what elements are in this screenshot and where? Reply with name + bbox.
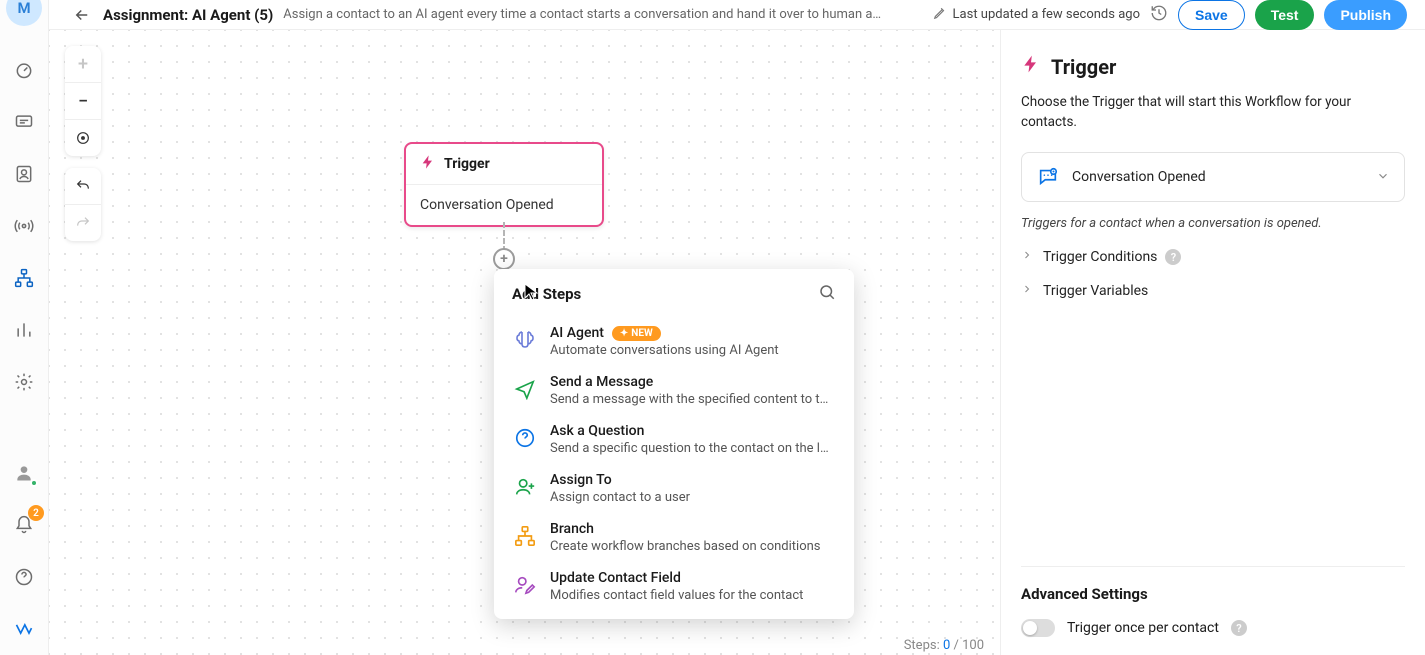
redo-button[interactable] — [65, 205, 101, 241]
advanced-settings-title: Advanced Settings — [1021, 566, 1405, 603]
trigger-node-body: Conversation Opened — [406, 185, 602, 225]
steps-list: AI Agent ✦ NEW Automate conversations us… — [494, 313, 854, 619]
edit-icon[interactable] — [933, 6, 947, 24]
steps-counter: Steps: 0 / 100 — [904, 638, 984, 653]
step-item-update-contact[interactable]: Update Contact Field Modifies contact fi… — [500, 562, 848, 611]
back-button[interactable] — [71, 4, 93, 26]
chevron-down-icon — [1376, 168, 1390, 187]
step-desc: Modifies contact field values for the co… — [550, 588, 836, 603]
notification-badge: 2 — [28, 505, 44, 521]
trigger-variables-row[interactable]: Trigger Variables — [1021, 283, 1405, 299]
left-nav-rail: M 2 — [0, 0, 49, 655]
step-title: Branch — [550, 521, 836, 537]
add-steps-title: Add Steps — [512, 285, 581, 303]
trigger-select-label: Conversation Opened — [1072, 169, 1364, 185]
workflow-title: Assignment: AI Agent (5) — [103, 6, 273, 24]
step-desc: Create workflow branches based on condit… — [550, 539, 836, 554]
chevron-right-icon — [1021, 249, 1035, 265]
trigger-once-toggle[interactable] — [1021, 619, 1055, 637]
step-title: Update Contact Field — [550, 570, 836, 586]
undo-button[interactable] — [65, 168, 101, 204]
conversation-icon — [1036, 165, 1060, 189]
step-title: Assign To — [550, 472, 836, 488]
trigger-once-row: Trigger once per contact ? — [1021, 619, 1405, 655]
user-presence-icon[interactable] — [12, 461, 36, 485]
reports-icon[interactable] — [12, 318, 36, 342]
brain-icon — [512, 327, 538, 353]
step-item-send-message[interactable]: Send a Message Send a message with the s… — [500, 366, 848, 415]
send-icon — [512, 376, 538, 402]
search-icon[interactable] — [818, 283, 836, 305]
step-title: Ask a Question — [550, 423, 836, 439]
question-icon — [512, 425, 538, 451]
test-button[interactable]: Test — [1255, 0, 1315, 30]
fit-view-button[interactable] — [65, 120, 101, 156]
step-desc: Send a message with the specified conten… — [550, 392, 836, 407]
dashboard-icon[interactable] — [12, 58, 36, 82]
step-item-ai-agent[interactable]: AI Agent ✦ NEW Automate conversations us… — [500, 317, 848, 366]
help-badge[interactable]: ? — [1231, 620, 1247, 636]
trigger-note: Triggers for a contact when a conversati… — [1021, 216, 1405, 231]
right-panel: Trigger Choose the Trigger that will sta… — [1000, 30, 1425, 655]
step-item-ask-question[interactable]: Ask a Question Send a specific question … — [500, 415, 848, 464]
step-title: AI Agent — [550, 325, 604, 341]
history-icon[interactable] — [1150, 4, 1168, 26]
presence-dot — [30, 479, 38, 487]
zoom-out-button[interactable]: − — [65, 83, 101, 119]
assign-icon — [512, 474, 538, 500]
panel-subtitle: Choose the Trigger that will start this … — [1021, 93, 1405, 132]
brand-mark-icon[interactable] — [12, 617, 36, 641]
bolt-icon — [420, 154, 436, 174]
step-desc: Automate conversations using AI Agent — [550, 343, 836, 358]
last-updated-label: Last updated a few seconds ago — [933, 6, 1140, 24]
step-desc: Send a specific question to the contact … — [550, 441, 836, 456]
branch-icon — [512, 523, 538, 549]
contacts-icon[interactable] — [12, 162, 36, 186]
add-steps-popover: Add Steps AI Agent ✦ NEW Automate conver… — [494, 269, 854, 619]
panel-title: Trigger — [1021, 54, 1405, 79]
trigger-node-header: Trigger — [406, 144, 602, 185]
settings-icon[interactable] — [12, 370, 36, 394]
save-button[interactable]: Save — [1178, 0, 1245, 30]
bolt-icon — [1021, 54, 1041, 79]
add-step-button[interactable]: + — [493, 248, 515, 270]
topbar: Assignment: AI Agent (5) Assign a contac… — [49, 0, 1425, 30]
workflow-canvas[interactable]: + − Trigger Conversation Opened — [49, 30, 1000, 655]
trigger-once-label: Trigger once per contact — [1067, 620, 1219, 636]
step-desc: Assign contact to a user — [550, 490, 836, 505]
notifications-icon[interactable]: 2 — [12, 513, 36, 537]
trigger-conditions-row[interactable]: Trigger Conditions ? — [1021, 249, 1405, 265]
step-item-assign-to[interactable]: Assign To Assign contact to a user — [500, 464, 848, 513]
zoom-in-button[interactable]: + — [65, 46, 101, 82]
chat-icon[interactable] — [12, 110, 36, 134]
help-badge[interactable]: ? — [1165, 249, 1181, 265]
publish-button[interactable]: Publish — [1324, 0, 1407, 30]
trigger-node[interactable]: Trigger Conversation Opened — [404, 142, 604, 227]
step-item-branch[interactable]: Branch Create workflow branches based on… — [500, 513, 848, 562]
new-badge: ✦ NEW — [612, 326, 661, 341]
workspace-avatar[interactable]: M — [6, 0, 42, 26]
broadcast-icon[interactable] — [12, 214, 36, 238]
workflows-icon[interactable] — [12, 266, 36, 290]
edit-contact-icon — [512, 572, 538, 598]
chevron-right-icon — [1021, 283, 1035, 299]
canvas-controls: + − — [65, 46, 101, 241]
help-icon[interactable] — [12, 565, 36, 589]
workflow-description: Assign a contact to an AI agent every ti… — [283, 7, 922, 22]
trigger-select[interactable]: Conversation Opened — [1021, 152, 1405, 202]
step-title: Send a Message — [550, 374, 836, 390]
